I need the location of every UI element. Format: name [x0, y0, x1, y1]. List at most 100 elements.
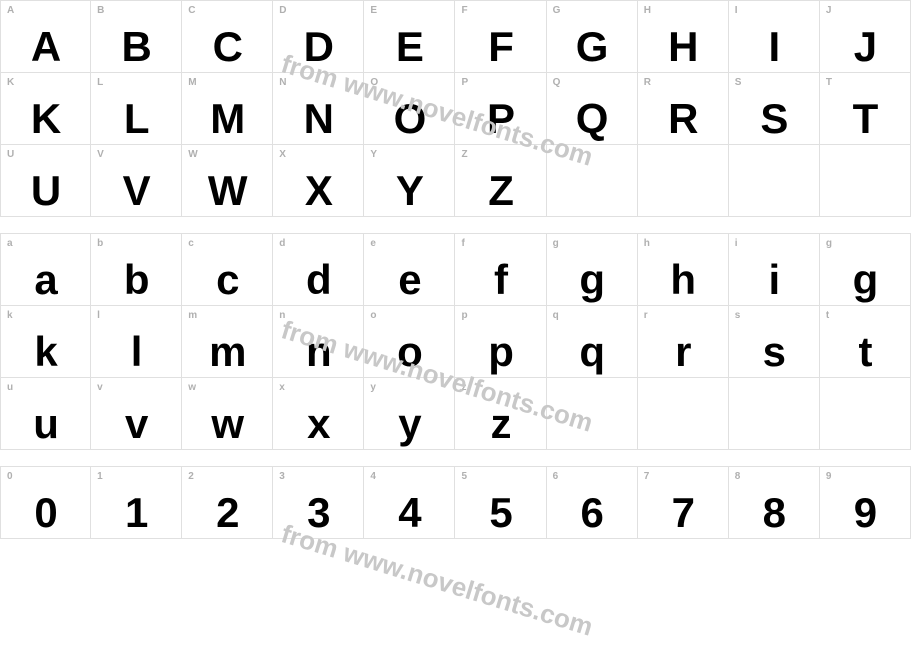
glyph: V [91, 170, 181, 212]
key-label: T [826, 77, 832, 88]
glyph-cell: 88 [729, 467, 820, 539]
glyph-cell: UU [0, 145, 91, 217]
glyph: Z [455, 170, 545, 212]
glyph-cell: BB [91, 1, 182, 73]
key-label: W [188, 149, 197, 160]
key-label: K [7, 77, 14, 88]
glyph-cell: MM [182, 73, 273, 145]
glyph: H [638, 26, 728, 68]
glyph-cell [820, 145, 911, 217]
glyph: 2 [182, 492, 272, 534]
glyph: u [1, 403, 90, 445]
glyph: U [1, 170, 90, 212]
section-digits: 00112233445566778899 [0, 466, 911, 539]
glyph: A [1, 26, 90, 68]
key-label: X [279, 149, 286, 160]
key-label: t [826, 310, 829, 321]
key-label: p [461, 310, 467, 321]
key-label: u [7, 382, 13, 393]
glyph: m [182, 331, 272, 373]
key-label: 3 [279, 471, 285, 482]
glyph-cell: kk [0, 306, 91, 378]
glyph: t [820, 331, 910, 373]
glyph-cell: vv [91, 378, 182, 450]
glyph-cell: uu [0, 378, 91, 450]
glyph: 0 [1, 492, 90, 534]
glyph: G [547, 26, 637, 68]
key-label: z [461, 382, 466, 393]
key-label: x [279, 382, 285, 393]
key-label: a [7, 238, 13, 249]
key-label: B [97, 5, 104, 16]
section-gap [0, 450, 911, 466]
glyph: n [273, 331, 363, 373]
glyph: p [455, 331, 545, 373]
glyph-cell: 33 [273, 467, 364, 539]
glyph-cell: pp [455, 306, 546, 378]
key-label: 1 [97, 471, 103, 482]
glyph: x [273, 403, 363, 445]
glyph: h [638, 259, 728, 301]
glyph-cell: SS [729, 73, 820, 145]
glyph: 6 [547, 492, 637, 534]
glyph: X [273, 170, 363, 212]
glyph-cell: ee [364, 234, 455, 306]
glyph: Y [364, 170, 454, 212]
key-label: 4 [370, 471, 376, 482]
key-label: Q [553, 77, 561, 88]
glyph: l [91, 331, 181, 373]
glyph-cell: ZZ [455, 145, 546, 217]
glyph-cell: nn [273, 306, 364, 378]
glyph-cell: KK [0, 73, 91, 145]
glyph: 5 [455, 492, 545, 534]
glyph-cell: QQ [547, 73, 638, 145]
glyph-cell: zz [455, 378, 546, 450]
glyph: 8 [729, 492, 819, 534]
glyph-cell: hh [638, 234, 729, 306]
key-label: d [279, 238, 285, 249]
glyph-cell: 77 [638, 467, 729, 539]
key-label: 2 [188, 471, 194, 482]
glyph: I [729, 26, 819, 68]
glyph: C [182, 26, 272, 68]
glyph-cell [547, 378, 638, 450]
glyph-cell: WW [182, 145, 273, 217]
glyph: T [820, 98, 910, 140]
glyph-cell: qq [547, 306, 638, 378]
key-label: H [644, 5, 651, 16]
key-label: s [735, 310, 741, 321]
key-label: L [97, 77, 103, 88]
glyph-cell: LL [91, 73, 182, 145]
glyph-cell: mm [182, 306, 273, 378]
key-label: k [7, 310, 13, 321]
glyph-cell [638, 378, 729, 450]
glyph: w [182, 403, 272, 445]
glyph-cell: RR [638, 73, 729, 145]
glyph: M [182, 98, 272, 140]
glyph-cell: xx [273, 378, 364, 450]
key-label: h [644, 238, 650, 249]
glyph: 1 [91, 492, 181, 534]
glyph-cell [820, 378, 911, 450]
glyph: e [364, 259, 454, 301]
key-label: S [735, 77, 742, 88]
glyph-cell: AA [0, 1, 91, 73]
charmap: AABBCCDDEEFFGGHHIIJJKKLLMMNNOOPPQQRRSSTT… [0, 0, 911, 539]
glyph: 3 [273, 492, 363, 534]
glyph: K [1, 98, 90, 140]
glyph-cell: EE [364, 1, 455, 73]
glyph-cell: GG [547, 1, 638, 73]
glyph: P [455, 98, 545, 140]
key-label: F [461, 5, 467, 16]
glyph-cell: ss [729, 306, 820, 378]
glyph-cell: YY [364, 145, 455, 217]
glyph: s [729, 331, 819, 373]
section-gap [0, 217, 911, 233]
glyph-cell: cc [182, 234, 273, 306]
key-label: g [553, 238, 559, 249]
glyph-cell: XX [273, 145, 364, 217]
glyph: L [91, 98, 181, 140]
key-label: N [279, 77, 286, 88]
glyph: E [364, 26, 454, 68]
key-label: 9 [826, 471, 832, 482]
